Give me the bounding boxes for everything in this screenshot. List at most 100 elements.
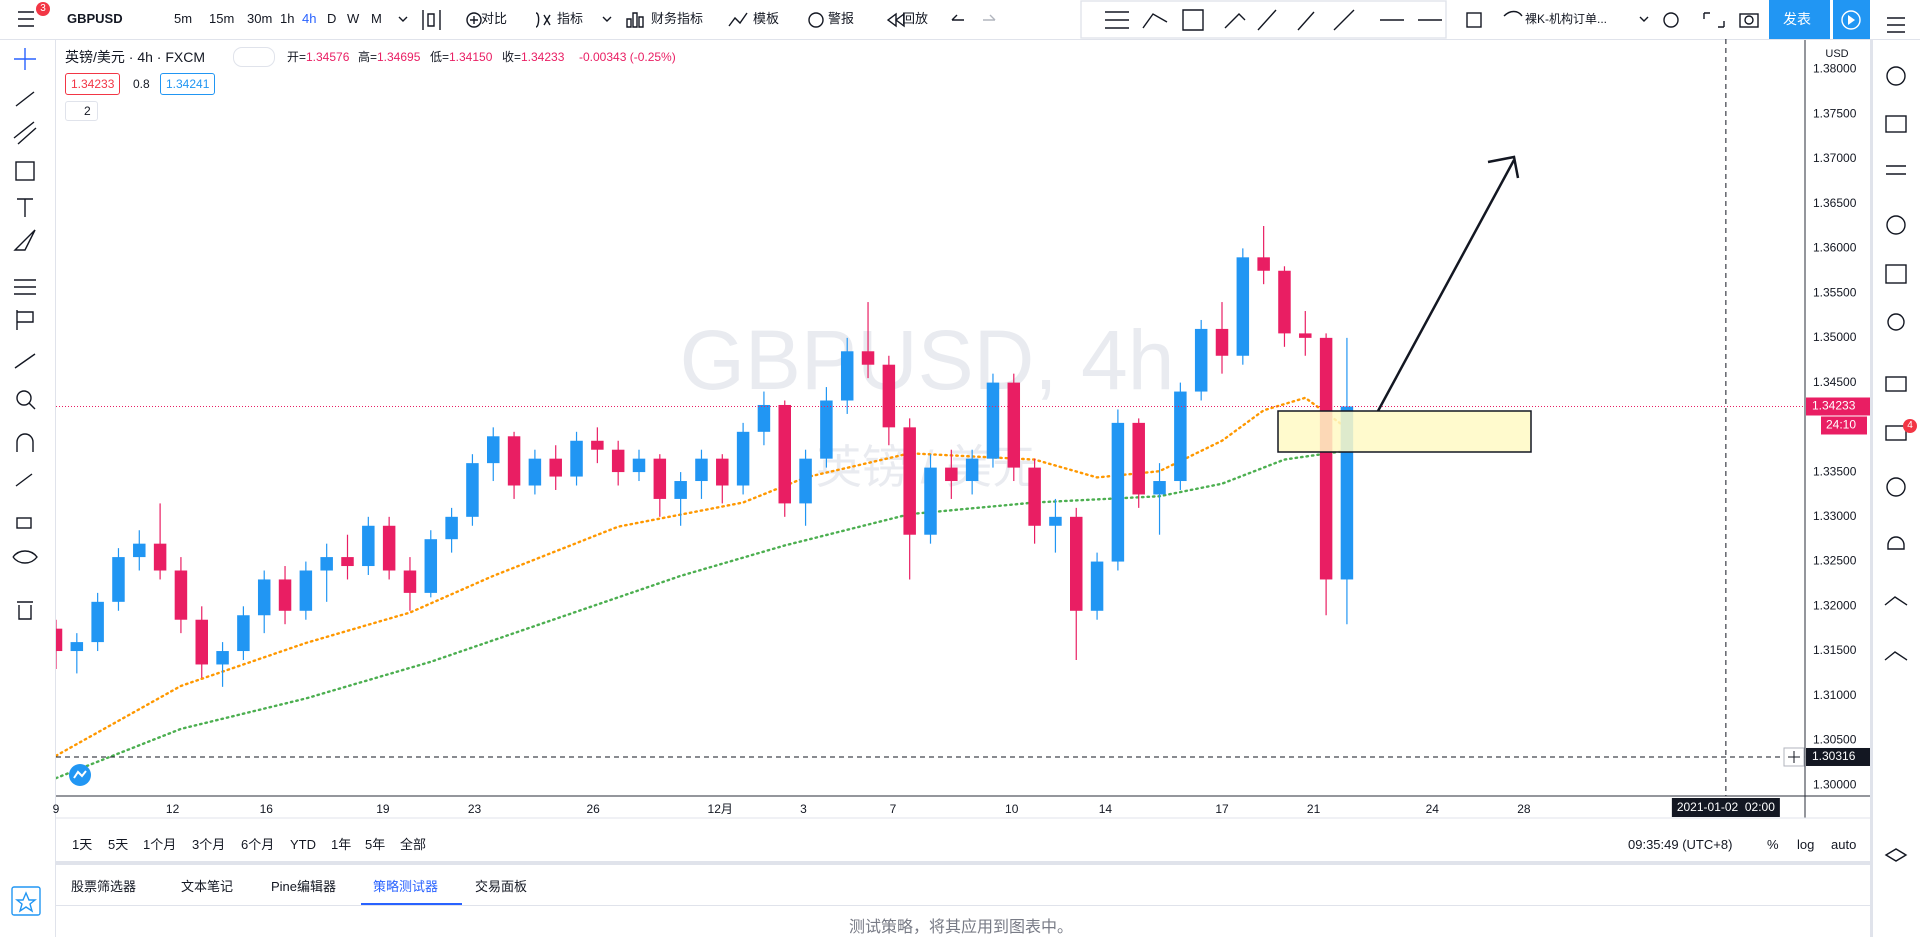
y-tick-label: 1.30000 xyxy=(1813,777,1857,791)
candle-body xyxy=(216,651,229,665)
layout-name[interactable]: 裸K-机构订单... xyxy=(1525,12,1608,26)
legend-high-label: 高= xyxy=(358,50,378,64)
interval[interactable]: M xyxy=(371,11,382,26)
range-button[interactable]: 5天 xyxy=(108,837,129,852)
x-tick-label: 17 xyxy=(1215,802,1229,816)
interval[interactable]: 5m xyxy=(174,11,193,26)
y-tick-label: 1.34500 xyxy=(1813,375,1857,389)
y-tick-label: 1.31000 xyxy=(1813,688,1857,702)
candle-body xyxy=(986,382,1000,459)
bottom-tab[interactable]: Pine编辑器 xyxy=(271,879,337,894)
x-tick-label: 12 xyxy=(166,802,180,816)
crosshair-time-label: 2021-01-02 02:00 xyxy=(1677,800,1775,814)
interval[interactable]: 15m xyxy=(209,11,235,26)
x-tick-label: 28 xyxy=(1517,802,1531,816)
bottom-tab[interactable]: 文本笔记 xyxy=(181,879,234,894)
range-button[interactable]: 6个月 xyxy=(241,837,275,852)
log-toggle[interactable]: log xyxy=(1797,837,1815,852)
publish-button[interactable] xyxy=(1769,0,1830,39)
range-button[interactable]: 3个月 xyxy=(192,837,226,852)
chart-panel xyxy=(56,40,1870,861)
ask-price[interactable]: 1.34241 xyxy=(160,73,216,95)
candle-body xyxy=(133,543,146,558)
candle-body xyxy=(1257,257,1270,271)
indicators-button[interactable]: 指标 xyxy=(557,11,584,26)
auto-toggle[interactable]: auto xyxy=(1831,837,1857,852)
range-button[interactable]: 5年 xyxy=(365,837,386,852)
compare-button[interactable]: 对比 xyxy=(481,11,508,26)
interval[interactable]: 30m xyxy=(247,11,273,26)
status-pill[interactable] xyxy=(233,47,275,67)
interval[interactable]: W xyxy=(347,11,360,26)
bottom-tab[interactable]: 交易面板 xyxy=(475,879,528,894)
alert-button[interactable]: 警报 xyxy=(828,11,855,26)
drawn-rectangle[interactable] xyxy=(1277,410,1532,453)
last-price-tag xyxy=(1806,397,1870,416)
right-sidebar xyxy=(1873,40,1920,937)
range-button[interactable]: 1天 xyxy=(72,837,93,852)
bid-price[interactable]: 1.34233 xyxy=(65,73,121,95)
candle-body xyxy=(591,440,604,450)
candle-body xyxy=(403,570,417,593)
candle-body xyxy=(945,467,958,482)
interval[interactable]: 1h xyxy=(280,11,295,26)
y-tick-label: 1.37500 xyxy=(1813,106,1857,120)
candle-body xyxy=(466,463,479,517)
candle-body xyxy=(549,458,562,477)
countdown-tag xyxy=(1821,416,1867,435)
candle-body xyxy=(736,431,750,486)
last-price-label: 1.34233 xyxy=(1812,399,1856,413)
y-tick-label: 1.36500 xyxy=(1813,196,1857,210)
candle-body xyxy=(1070,516,1083,611)
x-tick-label: 26 xyxy=(587,802,601,816)
templates-button[interactable]: 模板 xyxy=(753,11,780,26)
candle-body xyxy=(487,436,500,464)
range-button[interactable]: 1个月 xyxy=(143,837,177,852)
candle-body xyxy=(1215,328,1229,356)
sidebar-icons xyxy=(1884,17,1908,862)
interval-active[interactable]: 4h xyxy=(302,11,317,26)
interval[interactable]: D xyxy=(327,11,337,26)
range-button[interactable]: 全部 xyxy=(400,837,427,852)
y-tick-label: 1.30500 xyxy=(1813,733,1857,747)
axes: 1.30000 1.30500 1.31000 1.31500 1.32000 1.325… xyxy=(53,39,1870,817)
percent-toggle[interactable]: % xyxy=(1767,837,1779,852)
candle-body xyxy=(1153,481,1166,495)
bottom-tab-active[interactable]: 策略测试器 xyxy=(373,879,439,894)
candle-body xyxy=(257,579,271,616)
range-button[interactable]: YTD xyxy=(290,837,316,852)
candle-body xyxy=(1278,270,1291,334)
drawn-arrow[interactable] xyxy=(1376,159,1516,412)
replay-button[interactable]: 回放 xyxy=(902,11,929,26)
candle-body xyxy=(1236,257,1250,356)
candle-body xyxy=(320,557,333,571)
notification-badge: 3 xyxy=(36,2,50,16)
y-tick-label: 1.33500 xyxy=(1813,464,1857,478)
tv-logo xyxy=(69,764,91,786)
candle-body xyxy=(382,525,396,571)
plot-area xyxy=(56,226,1805,780)
drawn-arrow-head xyxy=(1487,155,1520,179)
candle-body xyxy=(903,427,916,535)
candle-body xyxy=(861,351,875,365)
candle-body xyxy=(1111,422,1125,562)
candle-body xyxy=(924,467,937,535)
bottom-tab[interactable]: 股票筛选器 xyxy=(71,879,137,894)
legend-open-label: 开= xyxy=(287,50,307,64)
active-tab-indicator xyxy=(361,903,462,905)
candle-body xyxy=(695,458,708,482)
watermark-symbol: GBPUSD, 4h xyxy=(680,313,1175,407)
candle-body xyxy=(570,440,583,477)
candle-body xyxy=(674,481,687,499)
y-tick-label: 1.38000 xyxy=(1813,62,1857,76)
indicators-toggle[interactable]: 2 xyxy=(65,101,98,121)
range-button[interactable]: 1年 xyxy=(331,837,352,852)
candle-body xyxy=(1174,391,1187,482)
candle-body xyxy=(424,539,438,593)
financials-button[interactable]: 财务指标 xyxy=(651,11,704,26)
candle-body xyxy=(965,458,979,482)
symbol[interactable]: GBPUSD xyxy=(67,11,123,26)
candle-body xyxy=(341,557,354,567)
